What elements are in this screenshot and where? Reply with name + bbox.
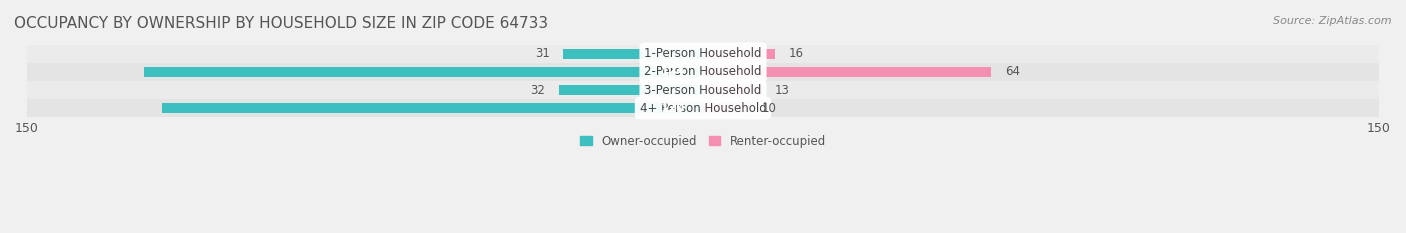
- Text: 1-Person Household: 1-Person Household: [644, 47, 762, 60]
- Text: Source: ZipAtlas.com: Source: ZipAtlas.com: [1274, 16, 1392, 26]
- Bar: [703, 67, 991, 77]
- Text: 64: 64: [1005, 65, 1019, 79]
- Text: 32: 32: [530, 83, 546, 96]
- Bar: [703, 49, 775, 59]
- Bar: [162, 103, 703, 113]
- Text: OCCUPANCY BY OWNERSHIP BY HOUSEHOLD SIZE IN ZIP CODE 64733: OCCUPANCY BY OWNERSHIP BY HOUSEHOLD SIZE…: [14, 16, 548, 31]
- Text: 124: 124: [661, 65, 685, 79]
- Bar: [558, 85, 703, 95]
- Text: 16: 16: [789, 47, 804, 60]
- Bar: [145, 67, 703, 77]
- Text: 13: 13: [775, 83, 790, 96]
- Legend: Owner-occupied, Renter-occupied: Owner-occupied, Renter-occupied: [575, 130, 831, 153]
- Bar: [27, 81, 1379, 99]
- Bar: [703, 103, 748, 113]
- Bar: [564, 49, 703, 59]
- Text: 2-Person Household: 2-Person Household: [644, 65, 762, 79]
- Text: 10: 10: [762, 102, 776, 115]
- Bar: [27, 63, 1379, 81]
- Bar: [703, 85, 762, 95]
- Text: 3-Person Household: 3-Person Household: [644, 83, 762, 96]
- Bar: [27, 99, 1379, 117]
- Text: 4+ Person Household: 4+ Person Household: [640, 102, 766, 115]
- Bar: [27, 45, 1379, 63]
- Text: 31: 31: [534, 47, 550, 60]
- Text: 120: 120: [661, 102, 685, 115]
